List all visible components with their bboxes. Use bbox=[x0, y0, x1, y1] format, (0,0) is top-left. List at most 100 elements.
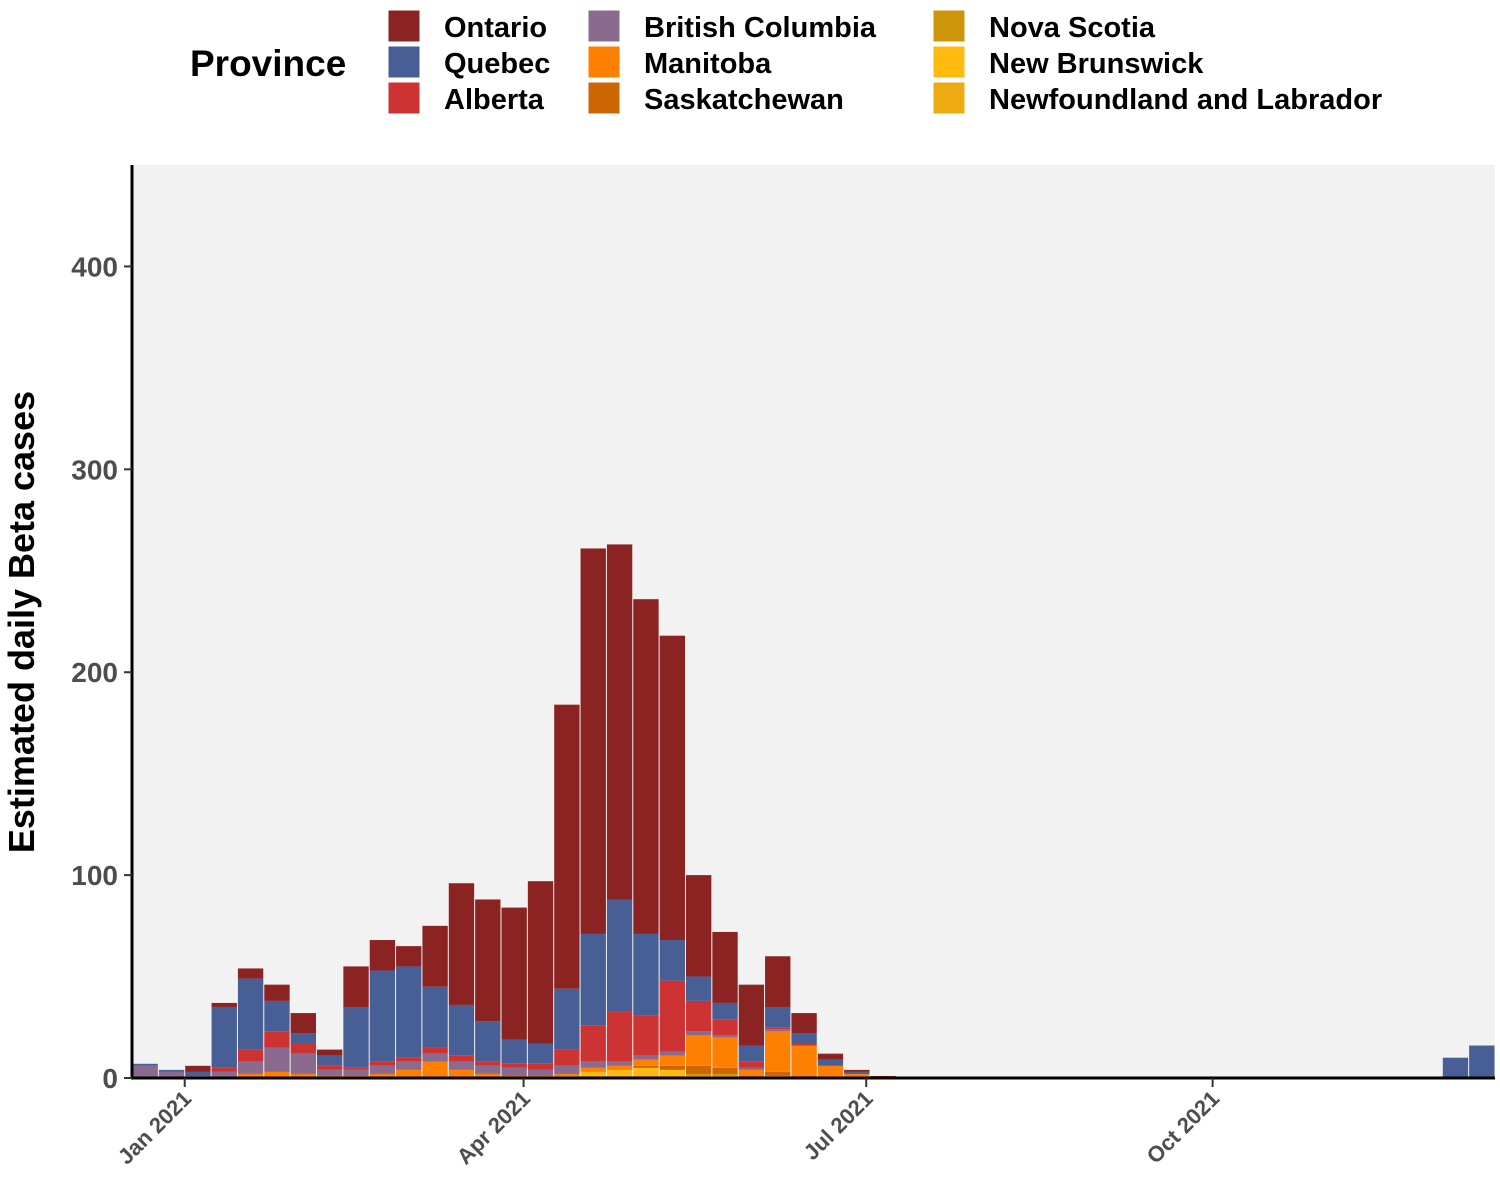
x-tick-label: Jan 2021 bbox=[113, 1086, 196, 1169]
bar-quebec bbox=[554, 988, 580, 1050]
bar-british-columbia bbox=[211, 1071, 237, 1078]
bars-group bbox=[132, 544, 1495, 1078]
bar-manitoba bbox=[422, 1061, 448, 1078]
bar-quebec bbox=[633, 933, 659, 1016]
legend-swatch-nova-scotia bbox=[932, 9, 966, 43]
bar-quebec bbox=[396, 966, 422, 1058]
bar-ontario bbox=[396, 946, 422, 967]
legend-title: Province bbox=[190, 43, 346, 84]
y-tick-label: 100 bbox=[71, 860, 118, 891]
x-tick-label: Apr 2021 bbox=[452, 1086, 535, 1169]
legend-swatch-quebec bbox=[387, 45, 421, 79]
bar-british-columbia bbox=[290, 1053, 316, 1074]
legend-item-british-columbia: British Columbia bbox=[587, 9, 877, 44]
bar-alberta bbox=[738, 1061, 765, 1068]
bar-manitoba bbox=[738, 1069, 765, 1076]
bar-nova-scotia bbox=[685, 1073, 712, 1076]
bar-nova-scotia bbox=[712, 1073, 738, 1076]
bar-manitoba bbox=[580, 1067, 606, 1072]
bar-alberta bbox=[448, 1055, 475, 1062]
legend-swatch-saskatchewan bbox=[587, 81, 621, 115]
bar-british-columbia bbox=[343, 1069, 369, 1076]
bar-ontario bbox=[448, 883, 475, 1005]
bar-manitoba bbox=[765, 1031, 791, 1072]
bar-quebec bbox=[448, 1004, 475, 1056]
bar-quebec bbox=[343, 1006, 369, 1068]
bar-ontario bbox=[685, 875, 712, 977]
bar-ontario bbox=[343, 966, 369, 1007]
bar-alberta bbox=[712, 1019, 738, 1036]
y-tick-label: 400 bbox=[71, 251, 118, 282]
legend-item-newfoundland-and-labrador: Newfoundland and Labrador bbox=[932, 81, 1382, 116]
legend-item-new-brunswick: New Brunswick bbox=[932, 45, 1204, 80]
bar-alberta bbox=[791, 1043, 817, 1046]
bar-alberta bbox=[659, 980, 685, 1052]
legend-item-saskatchewan: Saskatchewan bbox=[587, 81, 844, 116]
bar-manitoba bbox=[554, 1073, 580, 1076]
bar-alberta bbox=[316, 1065, 343, 1070]
bar-quebec bbox=[290, 1033, 316, 1044]
bar-alberta bbox=[343, 1067, 369, 1070]
legend-label-manitoba: Manitoba bbox=[644, 48, 772, 80]
y-tick-label: 200 bbox=[71, 657, 118, 688]
bar-manitoba bbox=[369, 1073, 396, 1078]
bar-manitoba bbox=[448, 1069, 475, 1078]
legend: Province Ontario Quebec Alberta British Col… bbox=[190, 9, 1382, 116]
bar-ontario bbox=[844, 1069, 870, 1072]
bar-alberta bbox=[554, 1049, 580, 1066]
legend-label-newfoundland-and-labrador: Newfoundland and Labrador bbox=[989, 84, 1382, 116]
bar-new-brunswick bbox=[633, 1067, 659, 1076]
bar-alberta bbox=[396, 1057, 422, 1062]
bar-quebec-late bbox=[1442, 1057, 1469, 1078]
legend-label-quebec: Quebec bbox=[444, 48, 550, 80]
legend-swatch-manitoba bbox=[587, 45, 621, 79]
legend-label-nova-scotia: Nova Scotia bbox=[989, 12, 1156, 44]
bar-british-columbia bbox=[554, 1065, 580, 1074]
bar-manitoba bbox=[606, 1065, 633, 1070]
bar-saskatchewan bbox=[685, 1065, 712, 1074]
bar-british-columbia bbox=[264, 1047, 290, 1072]
bar-british-columbia bbox=[132, 1065, 158, 1078]
bar-alberta bbox=[290, 1043, 316, 1054]
bar-british-columbia bbox=[659, 1051, 685, 1056]
bar-ontario bbox=[765, 956, 791, 1007]
bar-ontario bbox=[237, 968, 264, 979]
legend-item-alberta: Alberta bbox=[387, 81, 545, 116]
bar-alberta bbox=[765, 1027, 791, 1030]
bar-quebec bbox=[264, 1000, 290, 1032]
bar-alberta bbox=[475, 1061, 501, 1066]
bar-saskatchewan bbox=[659, 1065, 685, 1070]
y-ticks: 0 100 200 300 400 bbox=[71, 251, 132, 1094]
bar-quebec bbox=[237, 978, 264, 1050]
bar-british-columbia bbox=[422, 1053, 448, 1062]
bar-manitoba bbox=[685, 1035, 712, 1066]
bar-quebec bbox=[158, 1069, 185, 1072]
bar-british-columbia bbox=[712, 1035, 738, 1038]
y-tick-label: 0 bbox=[102, 1063, 118, 1094]
bar-quebec bbox=[422, 986, 448, 1048]
bar-british-columbia bbox=[158, 1071, 185, 1078]
bar-alberta bbox=[237, 1049, 264, 1062]
bar-ontario bbox=[369, 940, 396, 971]
legend-label-british-columbia: British Columbia bbox=[644, 12, 877, 44]
bar-british-columbia bbox=[633, 1055, 659, 1060]
bar-quebec bbox=[765, 1006, 791, 1028]
bar-ontario bbox=[633, 599, 659, 934]
bar-ontario bbox=[817, 1053, 844, 1060]
bar-manitoba bbox=[264, 1071, 290, 1078]
y-tick-label: 300 bbox=[71, 454, 118, 485]
bar-quebec bbox=[369, 970, 396, 1062]
bar-ontario bbox=[580, 548, 606, 934]
bar-alberta bbox=[633, 1015, 659, 1056]
legend-item-ontario: Ontario bbox=[387, 9, 547, 44]
bar-quebec bbox=[791, 1033, 817, 1044]
legend-label-saskatchewan: Saskatchewan bbox=[644, 84, 844, 116]
bar-quebec bbox=[185, 1071, 211, 1076]
bar-british-columbia bbox=[369, 1065, 396, 1074]
bar-british-columbia bbox=[527, 1069, 554, 1076]
bar-new-brunswick bbox=[659, 1069, 685, 1076]
bar-ontario bbox=[185, 1065, 211, 1072]
bar-quebec bbox=[211, 1006, 237, 1068]
bar-british-columbia bbox=[316, 1069, 343, 1076]
bar-ontario bbox=[554, 704, 580, 989]
